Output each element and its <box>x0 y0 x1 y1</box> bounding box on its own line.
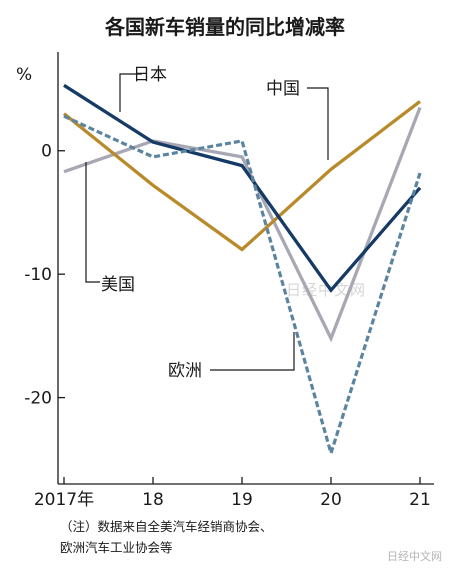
series-line-美国 <box>63 106 422 343</box>
series-line-日本 <box>63 83 422 293</box>
series-line-欧洲 <box>63 114 422 459</box>
x-tick-label: 19 <box>231 490 253 510</box>
chart-title: 各国新车销量的同比增减率 <box>104 15 345 39</box>
leader-line-美国 <box>85 162 100 283</box>
y-tick-label: -10 <box>24 265 52 285</box>
series-label-日本: 日本 <box>133 65 167 85</box>
y-tick-label: -20 <box>24 389 52 409</box>
series-label-美国: 美国 <box>101 275 135 295</box>
x-tick-label: 18 <box>142 490 164 510</box>
series-label-中国: 中国 <box>266 79 300 99</box>
x-tick-label: 21 <box>409 490 431 510</box>
leader-line-日本 <box>119 73 142 112</box>
leader-line-欧洲 <box>210 332 295 371</box>
y-unit-label: % <box>16 65 32 85</box>
footnote-line-1: （注）数据来自全美汽车经销商协会、 <box>60 519 273 534</box>
y-tick-label: 0 <box>41 142 52 162</box>
footnote-line-2: 欧洲汽车工业协会等 <box>60 540 173 555</box>
series-layer <box>62 83 422 459</box>
x-tick-label: 2017年 <box>34 490 94 510</box>
x-tick-label: 20 <box>320 490 342 510</box>
watermark-bottom: 日经中文网 <box>387 550 442 563</box>
leader-line-中国 <box>307 87 329 160</box>
series-line-中国 <box>62 100 422 252</box>
axes: 0 -10 -20 2017年 18 19 20 21 <box>24 52 434 510</box>
series-label-欧洲: 欧洲 <box>168 361 202 381</box>
